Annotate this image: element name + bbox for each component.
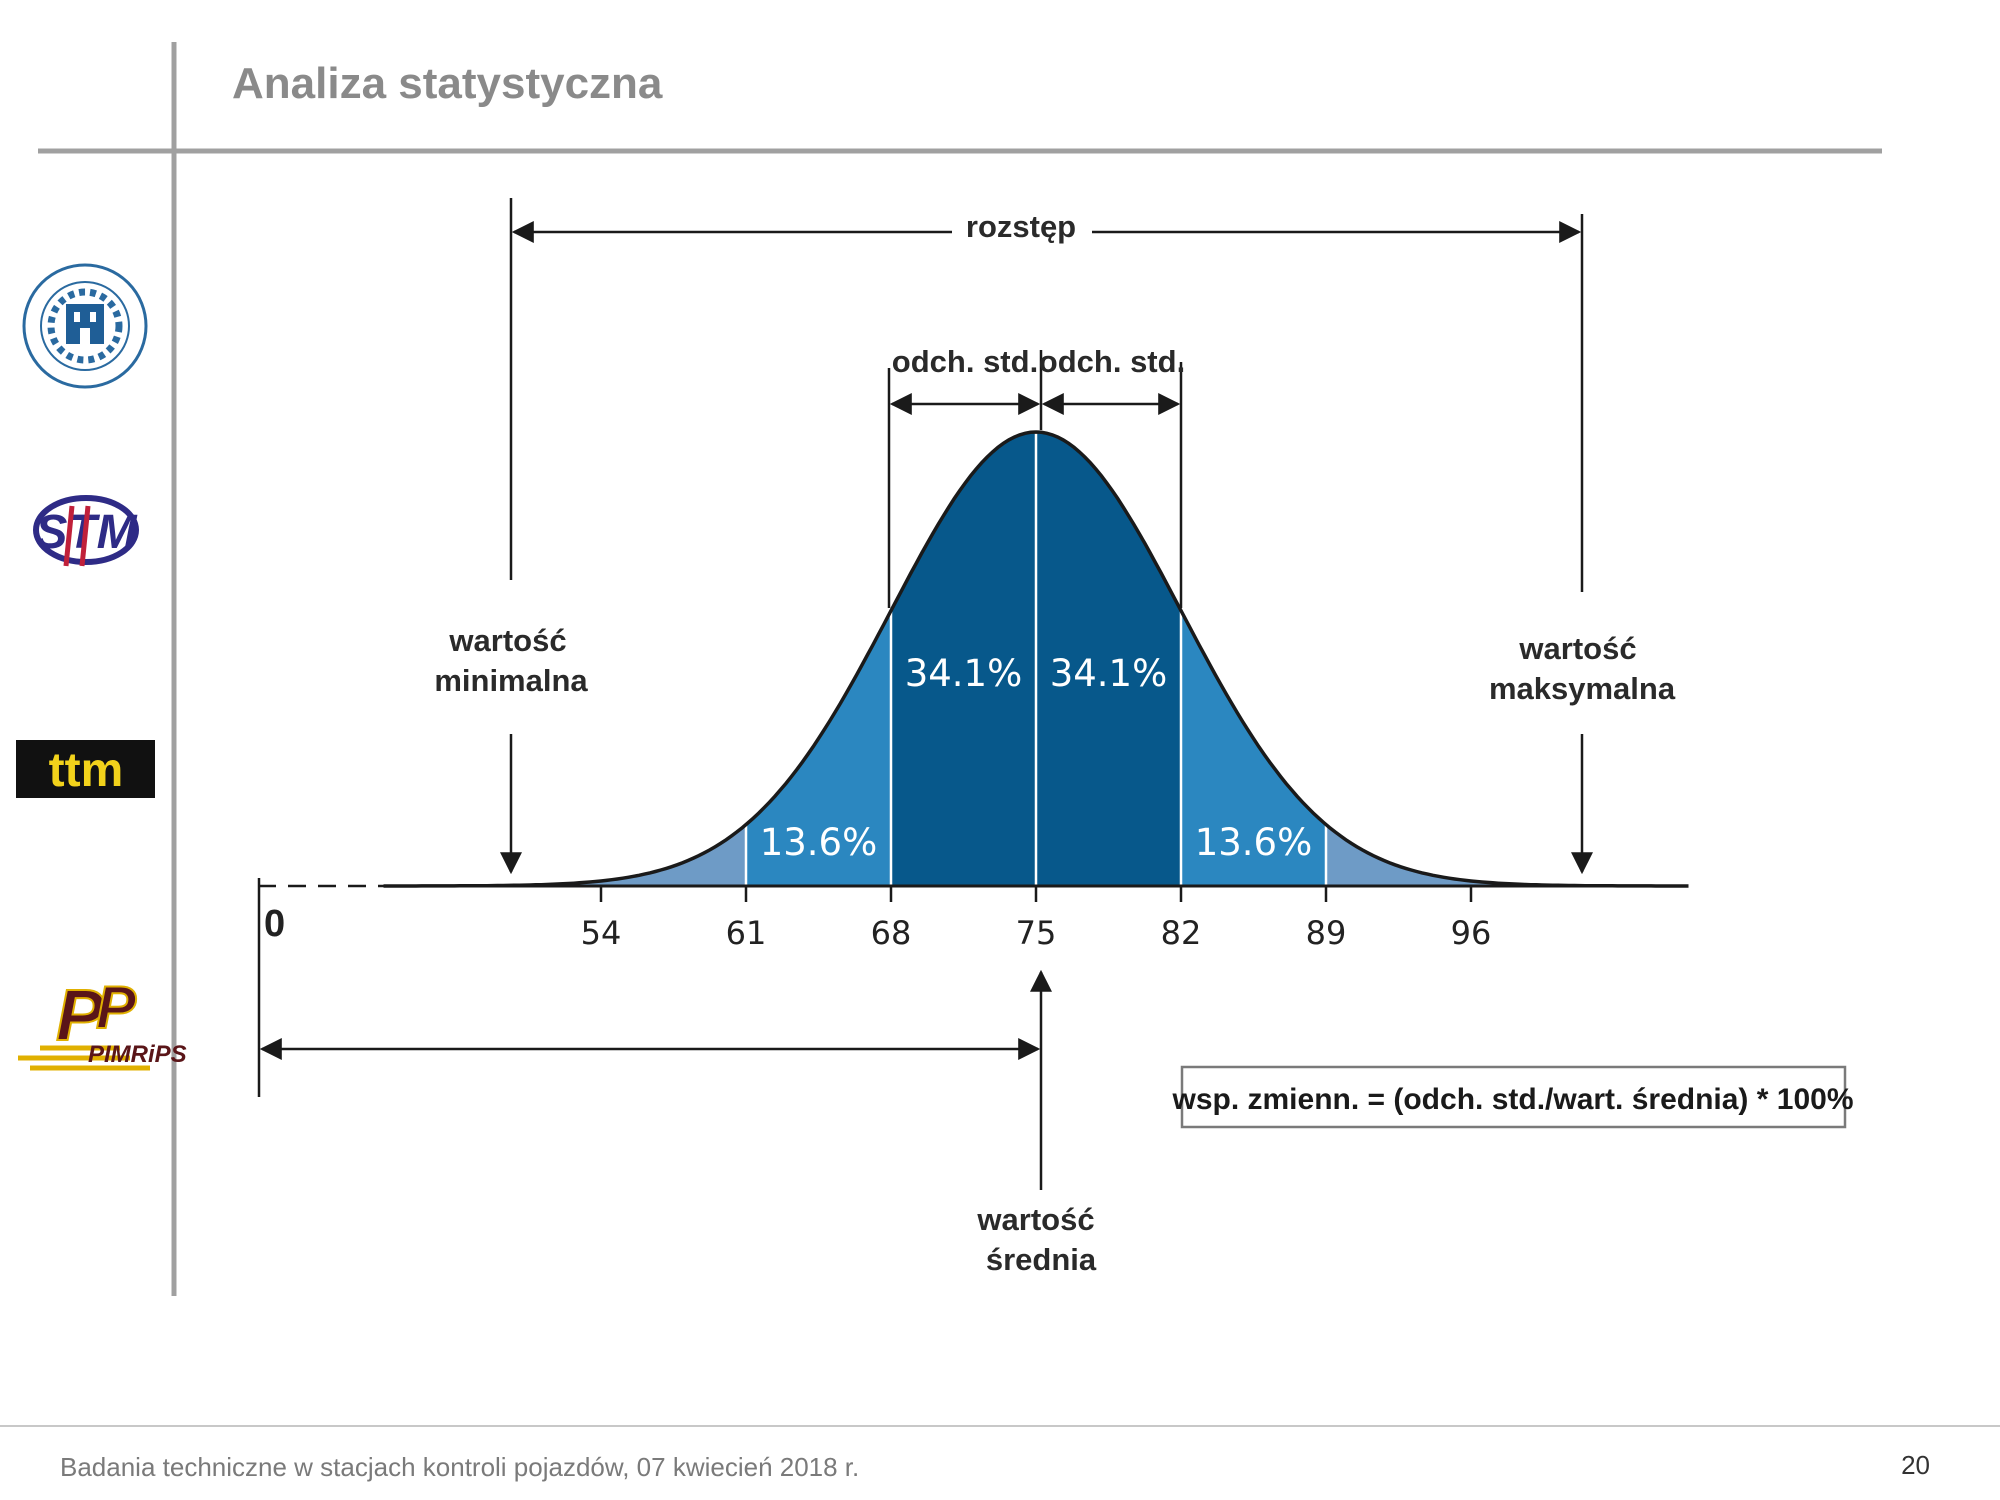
x-tick-label: 96 (1451, 914, 1492, 952)
percent-labels: 13.6% 34.1% 34.1% 13.6% (760, 652, 1313, 864)
min-label-line2: minimalna (434, 663, 588, 698)
sigma-separators (744, 432, 1328, 886)
band-right-outer (1326, 824, 1689, 886)
page-number: 20 (1901, 1450, 1930, 1480)
range-label: rozstęp (966, 209, 1076, 244)
x-tick-label: 68 (871, 914, 912, 952)
x-tick-label: 61 (726, 914, 767, 952)
band-left-outer (383, 824, 746, 886)
x-tick-label: 75 (1016, 914, 1057, 952)
region-percent-label: 13.6% (760, 821, 878, 864)
svg-text:P: P (96, 974, 137, 1041)
region-percent-label: 13.6% (1195, 821, 1313, 864)
zero-label: 0 (264, 903, 285, 945)
std-label-right: odch. std. (1039, 344, 1185, 379)
bell-curve (383, 430, 1689, 888)
mean-label-line2: średnia (986, 1242, 1097, 1277)
mean-label-line1: wartość (976, 1202, 1094, 1237)
formula-text: wsp. zmienn. = (odch. std./wart. średnia… (1171, 1083, 1853, 1116)
university-seal-icon (22, 263, 148, 389)
pimrips-logo-icon: P P PIMRiPS (18, 973, 187, 1071)
ttm-logo-icon: ttm (16, 740, 155, 798)
x-axis-ticks: 54 61 68 75 82 89 96 (581, 886, 1492, 952)
footer-text: Badania techniczne w stacjach kontroli p… (60, 1452, 859, 1482)
formula-box (1180, 1065, 1847, 1129)
min-label-line1: wartość (448, 623, 566, 658)
x-tick-label: 89 (1306, 914, 1347, 952)
ttm-logo-text: ttm (49, 744, 124, 797)
svg-text:P: P (56, 976, 105, 1056)
pimrips-logo-text: PIMRiPS (88, 1041, 187, 1068)
slide-title: Analiza statystyczna (232, 59, 663, 108)
std-label-left: odch. std. (892, 344, 1038, 379)
region-percent-label: 34.1% (905, 652, 1023, 695)
x-tick-label: 54 (581, 914, 622, 952)
normal-distribution-chart: 54 61 68 75 82 89 96 13.6% 34.1% 34.1% 13.6% (258, 430, 1689, 952)
region-percent-label: 34.1% (1050, 652, 1168, 695)
max-label-line1: wartość (1518, 631, 1636, 666)
stm-logo-icon: STM (33, 495, 139, 567)
x-tick-label: 82 (1161, 914, 1202, 952)
max-label-line2: maksymalna (1489, 671, 1676, 706)
